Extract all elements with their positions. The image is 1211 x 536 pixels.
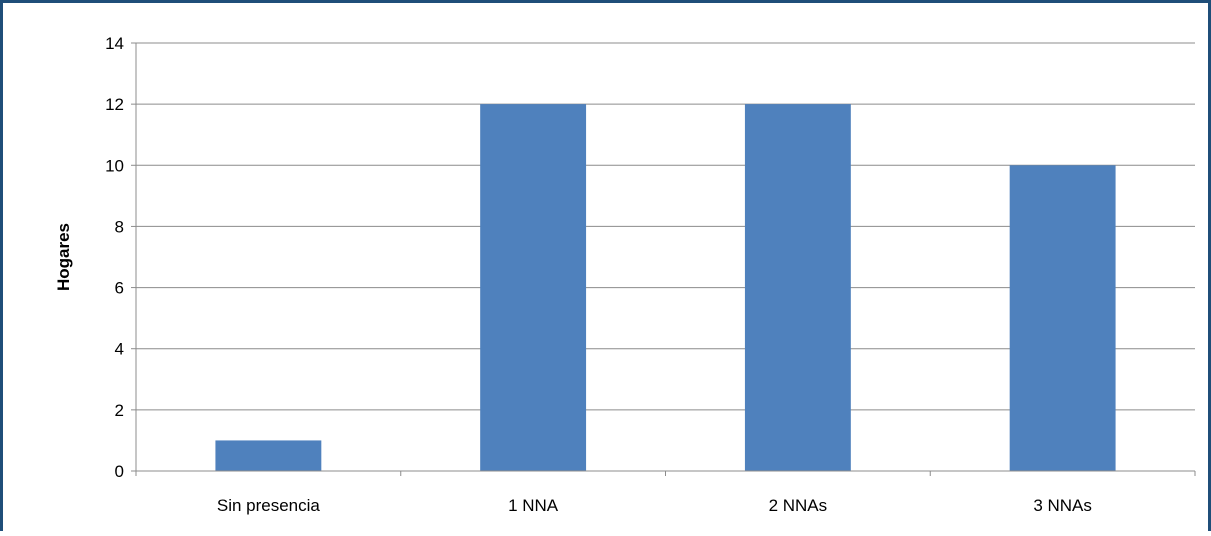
y-axis-label: Hogares [54, 223, 73, 291]
axes [135, 43, 1195, 472]
y-tick-label: 10 [105, 156, 124, 175]
bar [744, 104, 851, 472]
y-tick-label: 12 [105, 95, 124, 114]
y-tick-label: 14 [105, 34, 124, 53]
y-tick-label: 0 [115, 462, 124, 481]
x-tick-label: 2 NNAs [769, 496, 828, 515]
y-tick-label: 6 [115, 279, 124, 298]
y-tick-label: 2 [115, 401, 124, 420]
y-tick-label: 8 [115, 217, 124, 236]
bar-chart: 0 2 4 6 8 10 12 14 Sin presencia 1 NNA 2 NNAs 3 NN… [54, 34, 1196, 515]
x-tick-label: 3 NNAs [1033, 496, 1092, 515]
x-tick-labels: Sin presencia 1 NNA 2 NNAs 3 NNAs [217, 496, 1092, 515]
y-tick-labels: 0 2 4 6 8 10 12 14 [105, 34, 124, 481]
bars [215, 104, 1116, 472]
bar [1009, 165, 1116, 472]
bar [215, 440, 322, 471]
y-tick-label: 4 [115, 340, 124, 359]
bar [480, 104, 587, 472]
x-tick-label: 1 NNA [508, 496, 559, 515]
x-tick-label: Sin presencia [217, 496, 321, 515]
